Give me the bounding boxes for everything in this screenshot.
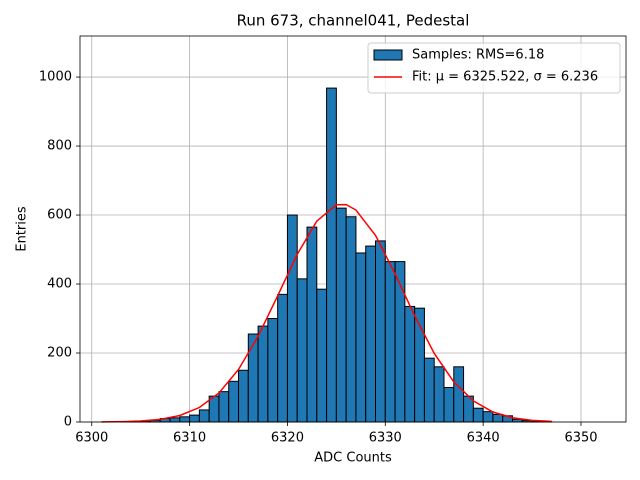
chart-title: Run 673, channel041, Pedestal xyxy=(237,12,470,30)
histogram-bar xyxy=(198,409,210,423)
histogram-bar xyxy=(277,293,288,423)
legend-label: Fit: μ = 6325.522, σ = 6.236 xyxy=(412,70,598,85)
histogram-bar xyxy=(228,380,240,423)
legend-label: Samples: RMS=6.18 xyxy=(412,48,544,63)
histogram-bar xyxy=(453,366,465,423)
x-tick-label: 6350 xyxy=(564,431,597,446)
histogram-bar xyxy=(267,318,279,423)
histogram-bar xyxy=(306,226,318,423)
histogram-bar xyxy=(316,288,328,423)
y-tick-label: 200 xyxy=(47,346,72,361)
histogram-bar xyxy=(365,245,377,423)
histogram-bar xyxy=(257,325,269,423)
y-tick-label: 1000 xyxy=(39,70,72,85)
histogram-bar xyxy=(335,207,347,423)
histogram-bar xyxy=(218,391,230,423)
histogram-bar xyxy=(511,418,523,423)
histogram-bar xyxy=(433,366,445,423)
histogram-bar xyxy=(169,417,181,423)
histogram-bar xyxy=(355,252,367,423)
y-axis-label: Entries xyxy=(15,206,30,252)
histogram-bar xyxy=(345,216,357,423)
x-tick-label: 6310 xyxy=(173,431,206,446)
fit-line xyxy=(101,203,552,423)
x-tick-label: 6330 xyxy=(369,431,402,446)
histogram-bar xyxy=(189,414,200,423)
histogram-bar xyxy=(247,333,259,423)
plot-frame xyxy=(79,35,627,423)
x-tick-label: 6340 xyxy=(467,431,500,446)
histogram-bar xyxy=(423,357,435,423)
histogram-bar xyxy=(492,413,504,423)
x-tick-label: 6320 xyxy=(271,431,304,446)
legend-patch xyxy=(373,49,403,61)
histogram-bar xyxy=(384,261,396,423)
x-axis-label: ADC Counts xyxy=(314,451,392,466)
histogram-bar xyxy=(375,240,386,423)
histogram-bar xyxy=(238,369,249,423)
histogram-bar xyxy=(179,416,191,423)
histogram-bar xyxy=(404,305,416,423)
y-tick-label: 800 xyxy=(47,139,72,154)
histogram-bar xyxy=(286,214,298,423)
legend-box xyxy=(367,42,621,94)
histogram-bar xyxy=(482,411,494,423)
histogram-bar xyxy=(326,87,337,423)
y-tick-label: 0 xyxy=(64,415,72,430)
histogram-bar xyxy=(443,387,455,423)
histogram-bar xyxy=(296,278,308,423)
y-tick-label: 400 xyxy=(47,277,72,292)
y-tick-label: 600 xyxy=(47,208,72,223)
x-tick-label: 6300 xyxy=(75,431,108,446)
histogram-bar xyxy=(472,407,484,423)
